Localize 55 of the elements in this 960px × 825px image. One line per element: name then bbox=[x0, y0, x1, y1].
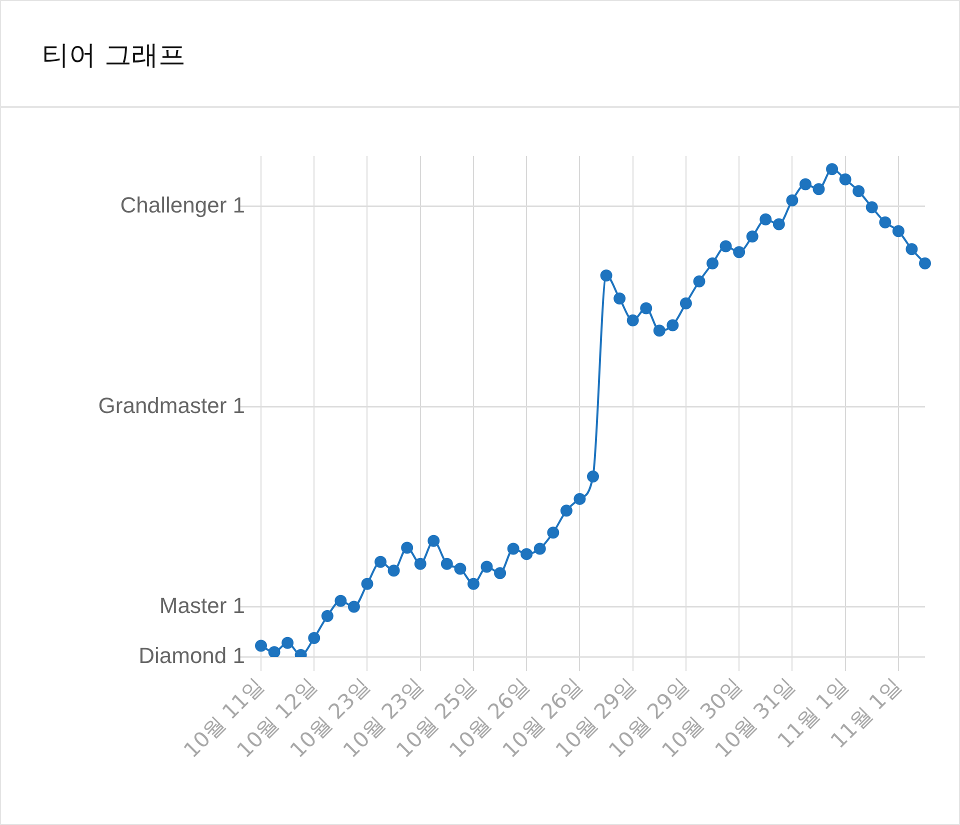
point bbox=[268, 646, 280, 657]
point bbox=[733, 246, 746, 258]
point bbox=[693, 275, 706, 288]
ref-line-label: Grandmaster 1 bbox=[98, 392, 245, 418]
point bbox=[374, 556, 387, 568]
point bbox=[587, 470, 599, 483]
ref-line-label: Challenger 1 bbox=[120, 192, 245, 218]
point bbox=[812, 183, 825, 196]
point bbox=[348, 600, 360, 613]
point bbox=[334, 594, 347, 607]
point bbox=[282, 636, 294, 649]
ref-line-label: Master 1 bbox=[159, 592, 245, 618]
point bbox=[467, 578, 480, 590]
point bbox=[839, 173, 852, 186]
point bbox=[653, 324, 666, 337]
point bbox=[799, 178, 812, 190]
point bbox=[308, 632, 320, 644]
point bbox=[906, 243, 918, 256]
point bbox=[720, 240, 732, 252]
point bbox=[440, 558, 453, 570]
point bbox=[574, 492, 586, 505]
point bbox=[892, 225, 904, 238]
point bbox=[414, 558, 426, 570]
point bbox=[255, 640, 267, 652]
point bbox=[826, 163, 838, 176]
point bbox=[666, 319, 679, 332]
point bbox=[680, 297, 692, 310]
point bbox=[520, 548, 533, 560]
point bbox=[321, 610, 334, 622]
point bbox=[547, 526, 560, 539]
point bbox=[560, 504, 572, 517]
point bbox=[879, 216, 892, 228]
point bbox=[760, 213, 772, 226]
point bbox=[706, 257, 719, 270]
point bbox=[786, 194, 798, 206]
point bbox=[600, 270, 612, 282]
point bbox=[614, 292, 626, 304]
point bbox=[640, 302, 652, 314]
point bbox=[428, 534, 440, 547]
ref-line-label: Diamond 1 bbox=[138, 643, 245, 668]
point bbox=[919, 257, 931, 270]
point bbox=[866, 201, 878, 214]
point bbox=[388, 564, 400, 577]
point bbox=[480, 560, 493, 573]
point bbox=[534, 542, 546, 555]
point bbox=[852, 185, 865, 198]
point bbox=[507, 542, 520, 555]
point bbox=[746, 230, 758, 242]
point bbox=[401, 542, 414, 554]
point bbox=[772, 218, 785, 230]
chart-title: 티어 그래프 bbox=[42, 39, 186, 73]
point bbox=[626, 314, 639, 326]
point bbox=[454, 562, 466, 575]
point bbox=[361, 578, 374, 590]
point bbox=[494, 567, 506, 580]
